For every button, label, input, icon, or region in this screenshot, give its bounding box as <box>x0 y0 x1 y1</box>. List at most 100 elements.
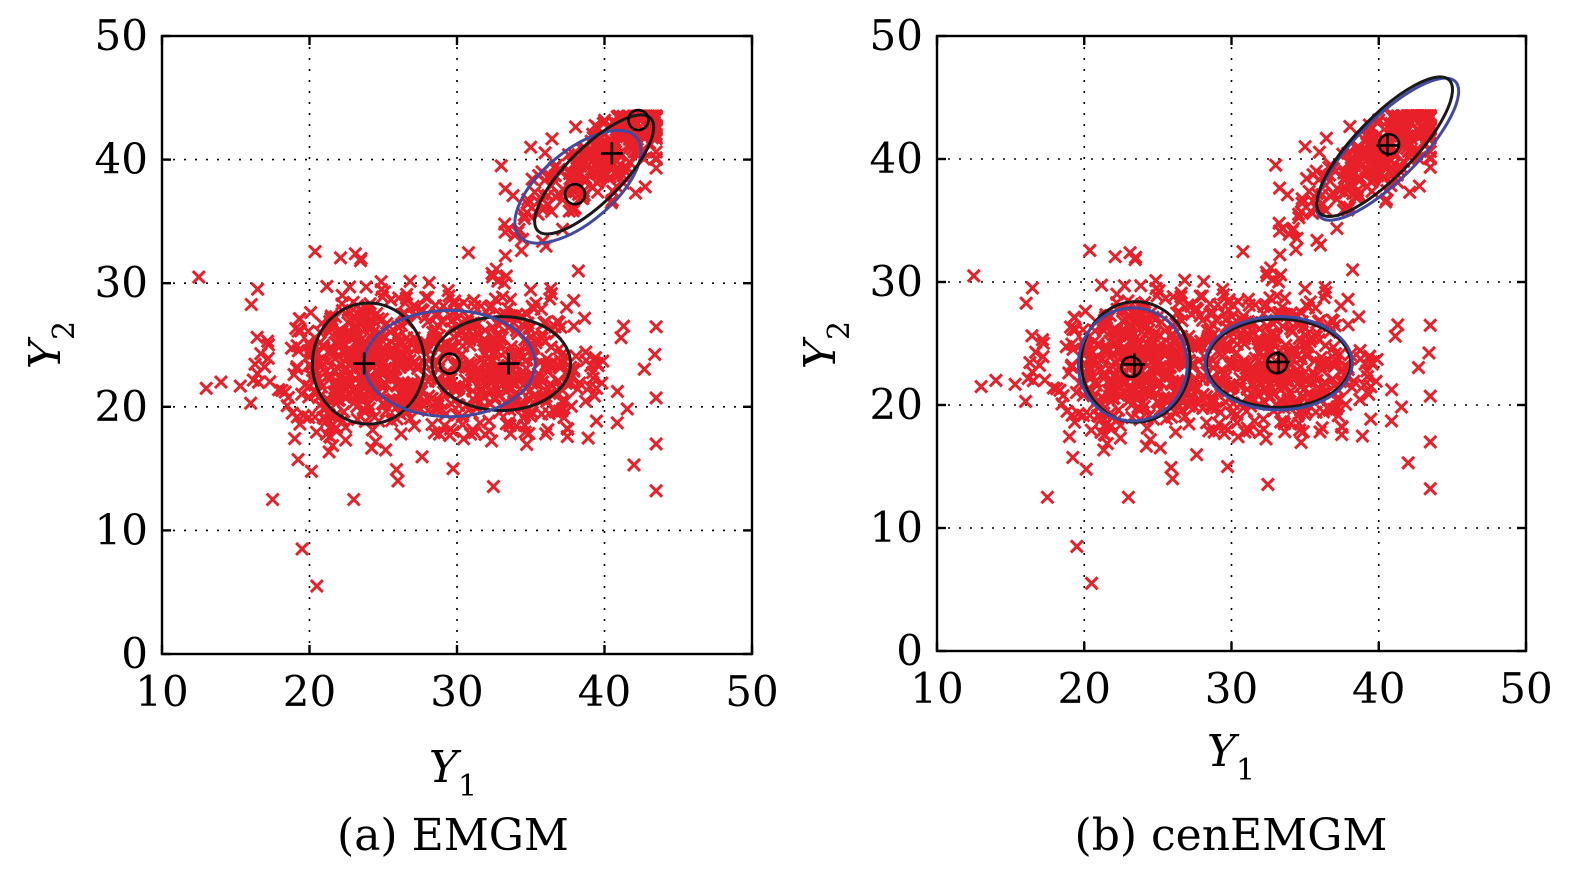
data-point <box>331 324 346 339</box>
x-tick-label: 30 <box>430 667 483 716</box>
data-point <box>1036 336 1051 351</box>
data-point <box>589 413 604 429</box>
data-point <box>478 323 493 338</box>
data-point <box>437 418 452 433</box>
data-point <box>1231 378 1246 393</box>
cluster-ellipse-blue <box>513 128 643 245</box>
data-point <box>1111 373 1126 388</box>
data-point <box>1071 406 1086 421</box>
data-point <box>591 173 606 188</box>
data-point <box>1262 290 1278 305</box>
data-point <box>359 279 374 294</box>
data-point <box>1341 317 1356 332</box>
data-point <box>974 379 989 394</box>
data-point <box>1079 462 1094 477</box>
data-point <box>1423 434 1438 449</box>
data-point <box>1353 351 1368 366</box>
data-point <box>1329 221 1344 236</box>
data-point <box>250 282 265 297</box>
data-point <box>1295 196 1310 211</box>
data-point <box>647 347 662 362</box>
data-point <box>649 152 664 167</box>
data-point <box>328 335 343 350</box>
data-point <box>1355 144 1371 159</box>
data-point <box>1328 346 1343 361</box>
data-point <box>568 119 583 135</box>
data-point <box>1301 300 1316 315</box>
data-point <box>520 196 535 212</box>
data-point <box>1351 309 1366 324</box>
data-point <box>1423 318 1438 333</box>
data-point <box>1235 244 1251 259</box>
data-point <box>1008 377 1023 392</box>
data-point <box>233 378 248 394</box>
data-point <box>485 320 500 335</box>
data-point <box>1411 151 1426 166</box>
data-point <box>1111 388 1127 403</box>
data-point <box>1094 278 1109 293</box>
data-point <box>499 269 514 284</box>
data-point <box>297 377 313 393</box>
data-point <box>378 442 393 457</box>
data-point <box>555 383 570 398</box>
data-point <box>1105 347 1120 362</box>
data-point <box>1388 329 1403 344</box>
data-point <box>1104 358 1119 373</box>
data-point <box>371 330 386 345</box>
data-point <box>367 410 382 425</box>
data-point <box>393 351 408 366</box>
data-point <box>1061 365 1076 381</box>
data-point <box>388 338 403 353</box>
data-point <box>191 269 206 285</box>
data-point <box>1289 231 1305 246</box>
data-point <box>1089 378 1104 393</box>
data-point <box>649 483 664 498</box>
data-point <box>568 349 584 364</box>
data-point <box>1032 358 1047 373</box>
data-point <box>457 379 472 394</box>
data-point <box>1423 389 1438 404</box>
data-point <box>1102 334 1117 349</box>
data-point <box>485 269 500 285</box>
center-circle-marker <box>627 108 650 132</box>
data-point <box>401 334 416 349</box>
data-point <box>1104 418 1119 433</box>
data-point <box>1292 416 1307 431</box>
y-tick-label: 0 <box>121 629 148 678</box>
data-point <box>1411 124 1426 139</box>
data-point <box>1355 429 1370 444</box>
data-point <box>1140 358 1155 373</box>
data-point <box>1252 425 1267 440</box>
data-point <box>349 399 364 414</box>
data-point <box>586 371 601 386</box>
data-point <box>429 305 445 321</box>
data-point <box>1035 332 1050 347</box>
data-point <box>250 330 265 345</box>
data-point <box>1384 413 1399 428</box>
data-point <box>1317 375 1332 390</box>
data-point <box>1195 401 1210 416</box>
data-point <box>407 418 422 433</box>
data-point <box>1276 414 1291 429</box>
data-point <box>388 370 403 385</box>
data-point <box>1091 339 1106 354</box>
x-tick-label: 20 <box>283 667 336 716</box>
data-point <box>581 145 596 160</box>
data-point <box>446 461 461 476</box>
data-point <box>559 300 574 315</box>
data-point <box>543 377 558 392</box>
data-point <box>569 168 585 183</box>
data-point <box>295 541 310 557</box>
data-point <box>415 449 430 464</box>
data-point <box>1358 133 1373 148</box>
y-axis-label-sub: 2 <box>822 321 857 340</box>
data-point <box>296 408 311 423</box>
x-axis-label: Y1 <box>1207 726 1255 788</box>
data-point <box>1300 349 1315 364</box>
center-plus-marker <box>600 142 623 165</box>
data-point <box>1019 296 1034 311</box>
data-point <box>485 266 500 281</box>
data-point <box>374 282 389 297</box>
